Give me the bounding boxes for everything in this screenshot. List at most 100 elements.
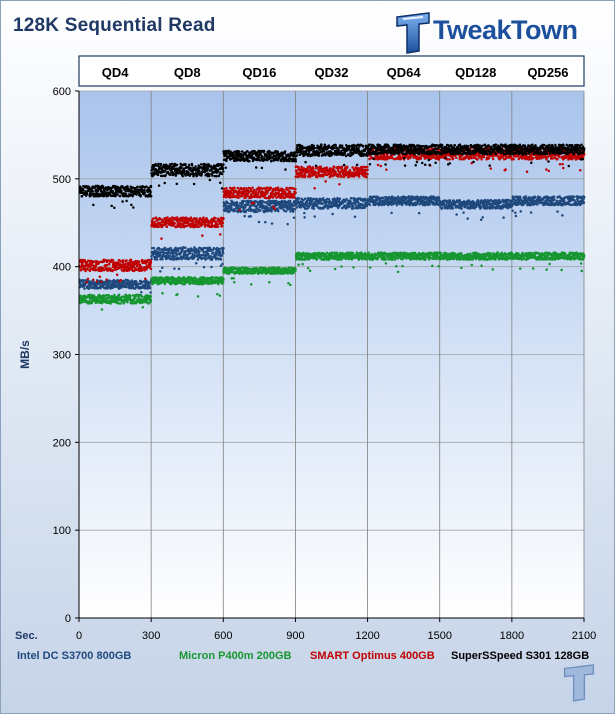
data-point [267, 207, 270, 210]
data-point [163, 246, 166, 250]
data-point [207, 256, 211, 260]
data-point [299, 206, 303, 209]
data-point [529, 211, 533, 214]
data-point [260, 203, 264, 206]
data-point [149, 299, 152, 303]
data-point [459, 251, 463, 255]
data-point [544, 251, 548, 254]
data-point [214, 216, 217, 220]
data-point [148, 286, 152, 290]
data-point [115, 285, 119, 288]
data-point [250, 283, 253, 286]
data-point [315, 258, 318, 261]
data-point [141, 301, 144, 304]
data-point [582, 197, 586, 200]
data-point [210, 249, 213, 252]
data-point [149, 267, 153, 271]
data-point [216, 292, 219, 296]
data-point [287, 281, 290, 285]
data-point [259, 209, 262, 212]
data-point [354, 203, 357, 206]
data-point [164, 251, 167, 255]
data-point [144, 286, 148, 290]
data-point [173, 267, 176, 270]
data-point [144, 277, 147, 281]
data-point [270, 210, 273, 213]
data-point [200, 223, 204, 227]
data-point [149, 295, 153, 298]
data-point [234, 209, 237, 212]
data-point [548, 262, 551, 266]
data-point [511, 209, 514, 212]
data-point [301, 262, 304, 266]
data-point [230, 205, 233, 209]
data-point [137, 260, 141, 264]
data-point [178, 246, 182, 250]
data-point [518, 195, 522, 199]
data-point [284, 210, 288, 213]
data-point [155, 258, 159, 261]
data-point [186, 256, 189, 259]
data-point [148, 264, 152, 267]
data-point [161, 266, 164, 269]
data-point [79, 268, 83, 272]
data-point [218, 248, 221, 251]
data-point [417, 211, 421, 215]
data-point [572, 195, 576, 198]
data-point [82, 279, 85, 282]
data-points [78, 143, 586, 311]
data-point [451, 206, 455, 210]
data-point [216, 223, 219, 226]
data-point [255, 210, 258, 214]
data-point [479, 218, 483, 222]
data-point [127, 279, 130, 282]
data-point [263, 201, 266, 204]
data-point [140, 265, 143, 269]
data-point [442, 202, 446, 205]
data-point [205, 257, 209, 260]
data-point [226, 207, 230, 211]
data-point [297, 263, 300, 267]
data-point [148, 284, 151, 287]
data-point [218, 294, 222, 297]
data-point [351, 204, 355, 208]
data-point [194, 262, 198, 265]
data-point [149, 259, 153, 262]
data-point [240, 204, 243, 207]
data-point [218, 251, 222, 255]
data-point [533, 195, 537, 199]
data-point [180, 257, 183, 261]
data-point [165, 225, 168, 228]
data-point [297, 197, 301, 200]
data-point [232, 277, 235, 280]
logo-wordmark: TweakTown [433, 15, 578, 45]
data-point [115, 273, 119, 277]
data-point [408, 203, 412, 207]
data-point [128, 296, 132, 299]
data-point [150, 254, 153, 258]
data-point [292, 271, 295, 274]
data-point [249, 209, 253, 213]
phase-label: QD4 [102, 65, 130, 80]
data-point [84, 269, 87, 273]
data-point [95, 280, 99, 283]
data-point [175, 253, 179, 257]
data-point [237, 196, 240, 200]
data-point [201, 249, 204, 252]
phase-label: QD128 [455, 65, 496, 80]
data-point [306, 201, 309, 205]
data-point [552, 195, 556, 198]
data-point [168, 254, 172, 257]
data-point [212, 248, 215, 251]
data-point [116, 280, 120, 283]
data-point [140, 280, 144, 284]
data-point [210, 265, 213, 269]
data-point [502, 216, 505, 219]
data-point [111, 259, 115, 262]
data-point [160, 237, 163, 240]
data-point [145, 267, 149, 270]
data-point [225, 196, 228, 199]
data-point [243, 214, 246, 218]
data-point [83, 287, 86, 290]
